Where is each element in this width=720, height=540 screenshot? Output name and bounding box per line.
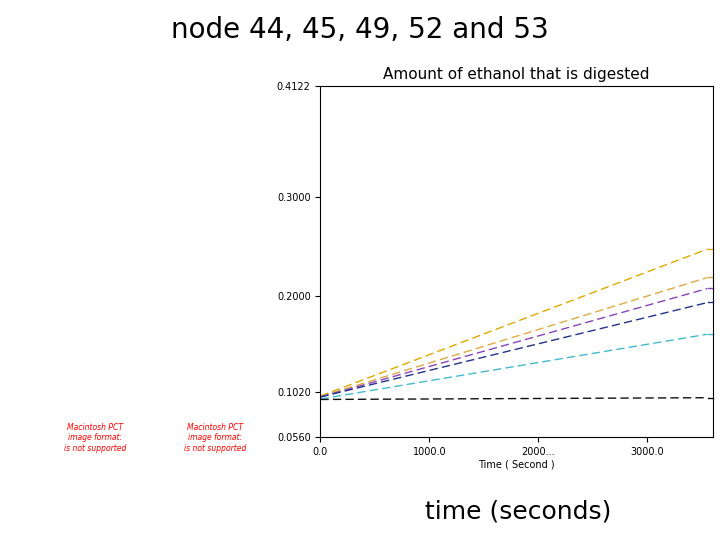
Title: Amount of ethanol that is digested: Amount of ethanol that is digested (383, 68, 650, 83)
X-axis label: Time ( Second ): Time ( Second ) (478, 460, 555, 470)
Text: node 44, 45, 49, 52 and 53: node 44, 45, 49, 52 and 53 (171, 16, 549, 44)
Text: time (seconds): time (seconds) (426, 500, 611, 524)
Text: Macintosh PCT
image format:
is not supported: Macintosh PCT image format: is not suppo… (64, 423, 126, 453)
Text: Macintosh PCT
image format:
is not supported: Macintosh PCT image format: is not suppo… (184, 423, 247, 453)
